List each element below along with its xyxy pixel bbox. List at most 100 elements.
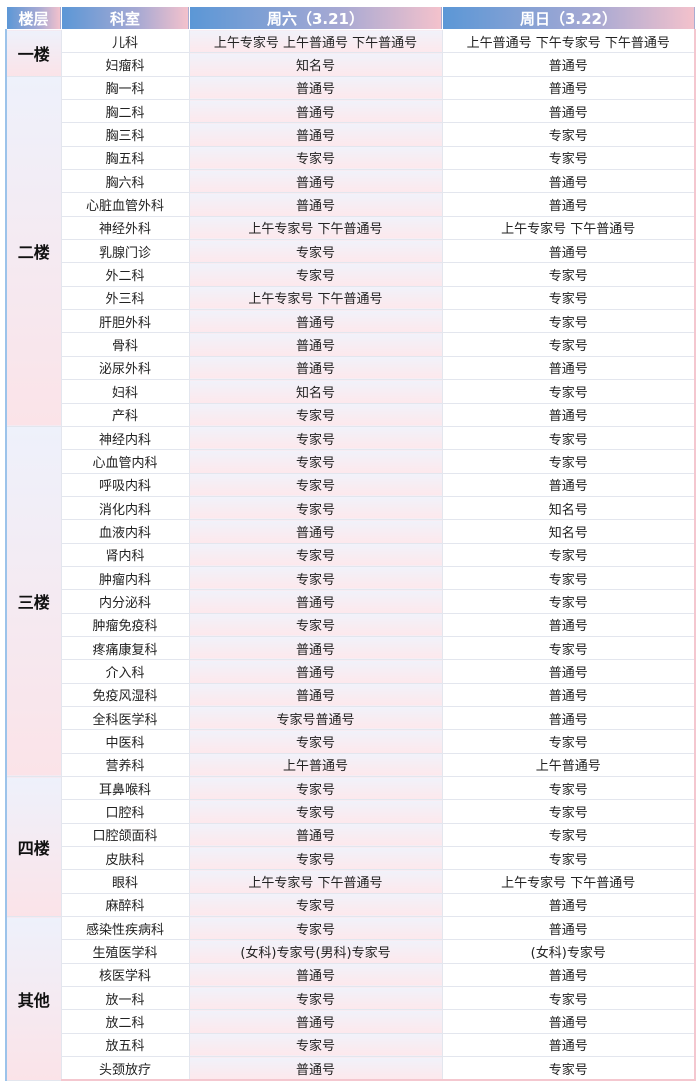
table-row: 疼痛康复科 普通号 专家号 [6, 635, 696, 661]
saturday-cell: 普通号 [188, 332, 443, 357]
saturday-cell: 专家号 [188, 425, 443, 451]
saturday-cell: 上午专家号 下午普通号 [188, 285, 443, 311]
sunday-cell: 上午专家号 下午普通号 [441, 215, 696, 241]
sunday-cell: 普通号 [441, 75, 696, 101]
saturday-cell: 普通号 [188, 122, 443, 147]
saturday-cell: 专家号 [188, 495, 443, 521]
sunday-cell: 普通号 [441, 962, 696, 988]
table-row: 外三科 上午专家号 下午普通号 专家号 [6, 285, 696, 311]
sunday-cell: 知名号 [441, 519, 696, 544]
saturday-cell: 普通号 [188, 169, 443, 194]
table-row: 妇科 知名号 专家号 [6, 379, 696, 404]
table-row: 呼吸内科 专家号 普通号 [6, 472, 696, 497]
sunday-cell: 专家号 [441, 775, 696, 801]
sunday-cell: 上午普通号 [441, 752, 696, 778]
table-row: 一楼 儿科 上午专家号 上午普通号 下午普通号 上午普通号 下午专家号 下午普通号 [5, 28, 696, 77]
header-sunday: 周日（3.22） [441, 6, 696, 30]
department-cell: 胸二科 [60, 99, 190, 124]
saturday-cell: 普通号 [188, 1009, 443, 1034]
table-row: 三楼 神经内科 专家号 专家号 [5, 425, 696, 778]
sunday-cell: 专家号 [441, 449, 696, 474]
floor-cell: 四楼 [5, 775, 62, 918]
department-cell: 心脏血管外科 [60, 192, 190, 217]
schedule-body: 一楼 儿科 上午专家号 上午普通号 下午普通号 上午普通号 下午专家号 下午普通号 妇瘤… [5, 28, 696, 1082]
department-cell: 头颈放疗 [60, 1056, 190, 1082]
table-row: 外二科 专家号 专家号 [6, 262, 696, 287]
sunday-cell: 专家号 [441, 589, 696, 614]
table-row: 血液内科 普通号 知名号 [6, 519, 696, 544]
table-row: 胸五科 专家号 专家号 [6, 145, 696, 171]
floor-cell: 其他 [5, 916, 62, 1081]
table-row: 胸二科 普通号 普通号 [6, 99, 696, 124]
department-cell: 外三科 [60, 285, 190, 311]
table-row: 妇瘤科 知名号 普通号 [6, 52, 696, 77]
sunday-cell: 普通号 [441, 916, 696, 941]
saturday-cell: 知名号 [188, 379, 443, 404]
sunday-cell: 普通号 [441, 892, 696, 918]
saturday-cell: 专家号 [188, 799, 443, 824]
saturday-cell: 专家号 [188, 239, 443, 264]
sunday-cell: 专家号 [441, 986, 696, 1011]
table-row: 全科医学科 专家号普通号 普通号 [6, 705, 696, 731]
saturday-cell: 普通号 [188, 192, 443, 217]
table-row: 放五科 专家号 普通号 [6, 1032, 696, 1058]
department-cell: 神经外科 [60, 215, 190, 241]
sunday-cell: 专家号 [441, 379, 696, 404]
department-cell: 耳鼻喉科 [60, 775, 190, 801]
department-cell: 胸三科 [60, 122, 190, 147]
saturday-cell: 专家号 [188, 986, 443, 1011]
floor-cell: 三楼 [5, 425, 62, 778]
saturday-cell: 普通号 [188, 519, 443, 544]
table-row: 心脏血管外科 普通号 普通号 [6, 192, 696, 217]
department-cell: 放一科 [60, 986, 190, 1011]
sunday-cell: 专家号 [441, 145, 696, 171]
saturday-cell: 普通号 [188, 75, 443, 101]
saturday-cell: 专家号 [188, 775, 443, 801]
department-cell: 胸一科 [60, 75, 190, 101]
sunday-cell: 专家号 [441, 729, 696, 754]
sunday-cell: 普通号 [441, 705, 696, 731]
department-cell: 消化内科 [60, 495, 190, 521]
table-row: 产科 专家号 普通号 [6, 402, 696, 427]
sunday-cell: 普通号 [441, 355, 696, 381]
department-cell: 呼吸内科 [60, 472, 190, 497]
saturday-cell: 专家号 [188, 729, 443, 754]
department-cell: 妇科 [60, 379, 190, 404]
department-cell: 肾内科 [60, 542, 190, 567]
saturday-cell: 上午专家号 上午普通号 下午普通号 [188, 28, 443, 54]
department-cell: 口腔科 [60, 799, 190, 824]
table-row: 营养科 上午普通号 上午普通号 [6, 752, 696, 778]
saturday-cell: 专家号 [188, 612, 443, 637]
sunday-cell: 普通号 [441, 1032, 696, 1058]
table-row: 四楼 耳鼻喉科 专家号 专家号 [5, 775, 696, 918]
department-cell: 血液内科 [60, 519, 190, 544]
sunday-cell: 普通号 [441, 52, 696, 77]
sunday-cell: 专家号 [441, 262, 696, 287]
table-row: 口腔颌面科 普通号 专家号 [6, 822, 696, 848]
saturday-cell: 专家号普通号 [188, 705, 443, 731]
department-cell: 骨科 [60, 332, 190, 357]
sunday-cell: 专家号 [441, 285, 696, 311]
sunday-cell: 普通号 [441, 682, 696, 707]
sunday-cell: (女科)专家号 [441, 939, 696, 964]
saturday-cell: 专家号 [188, 565, 443, 591]
saturday-cell: 普通号 [188, 589, 443, 614]
table-row: 其他 感染性疾病科 专家号 普通号 [5, 916, 696, 1081]
header-floor: 楼层 [5, 6, 62, 30]
sunday-cell: 专家号 [441, 122, 696, 147]
table-row: 内分泌科 普通号 专家号 [6, 589, 696, 614]
saturday-cell: 普通号 [188, 635, 443, 661]
department-cell: 感染性疾病科 [60, 916, 190, 941]
table-row: 皮肤科 专家号 专家号 [6, 846, 696, 871]
table-row: 心血管内科 专家号 专家号 [6, 449, 696, 474]
floor-cell: 二楼 [5, 75, 62, 427]
sunday-cell: 专家号 [441, 565, 696, 591]
department-cell: 疼痛康复科 [60, 635, 190, 661]
table-row: 乳腺门诊 专家号 普通号 [6, 239, 696, 264]
table-row: 核医学科 普通号 普通号 [6, 962, 696, 988]
department-cell: 儿科 [60, 28, 190, 54]
sunday-cell: 专家号 [441, 1056, 696, 1082]
table-row: 胸三科 普通号 专家号 [6, 122, 696, 147]
saturday-cell: 普通号 [188, 355, 443, 381]
department-cell: 泌尿外科 [60, 355, 190, 381]
